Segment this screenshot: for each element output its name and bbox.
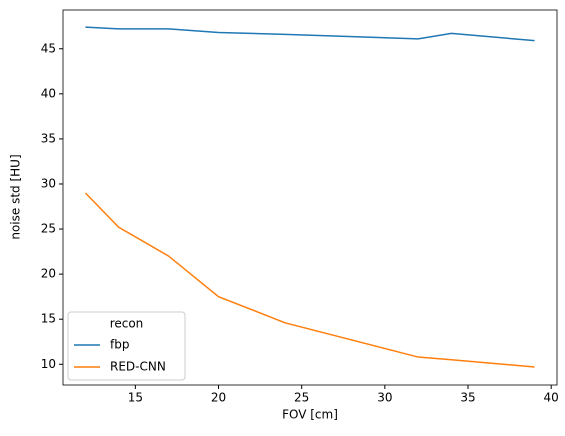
y-tick-label: 30 (41, 176, 56, 190)
y-tick-label: 45 (41, 41, 56, 55)
legend-label: fbp (110, 338, 129, 352)
y-tick-label: 15 (41, 312, 56, 326)
y-tick-label: 25 (41, 222, 56, 236)
x-tick-label: 25 (294, 391, 309, 405)
plot-frame (62, 9, 558, 386)
y-tick-label: 35 (41, 131, 56, 145)
y-axis-label: noise std [HU] (9, 154, 23, 239)
y-tick-label: 20 (41, 267, 56, 281)
x-tick-label: 20 (211, 391, 226, 405)
series-line (84, 192, 535, 368)
y-tick-label: 40 (41, 86, 56, 100)
series-line (85, 26, 535, 42)
x-tick-label: 40 (544, 391, 559, 405)
x-tick-label: 15 (128, 391, 143, 405)
y-tick-label: 10 (41, 357, 56, 371)
legend-label: RED-CNN (110, 360, 166, 374)
legend-box (67, 311, 186, 381)
x-tick-label: 35 (460, 391, 475, 405)
x-axis-label: FOV [cm] (282, 408, 338, 422)
legend-title: recon (110, 317, 144, 331)
x-tick-label: 30 (377, 391, 392, 405)
